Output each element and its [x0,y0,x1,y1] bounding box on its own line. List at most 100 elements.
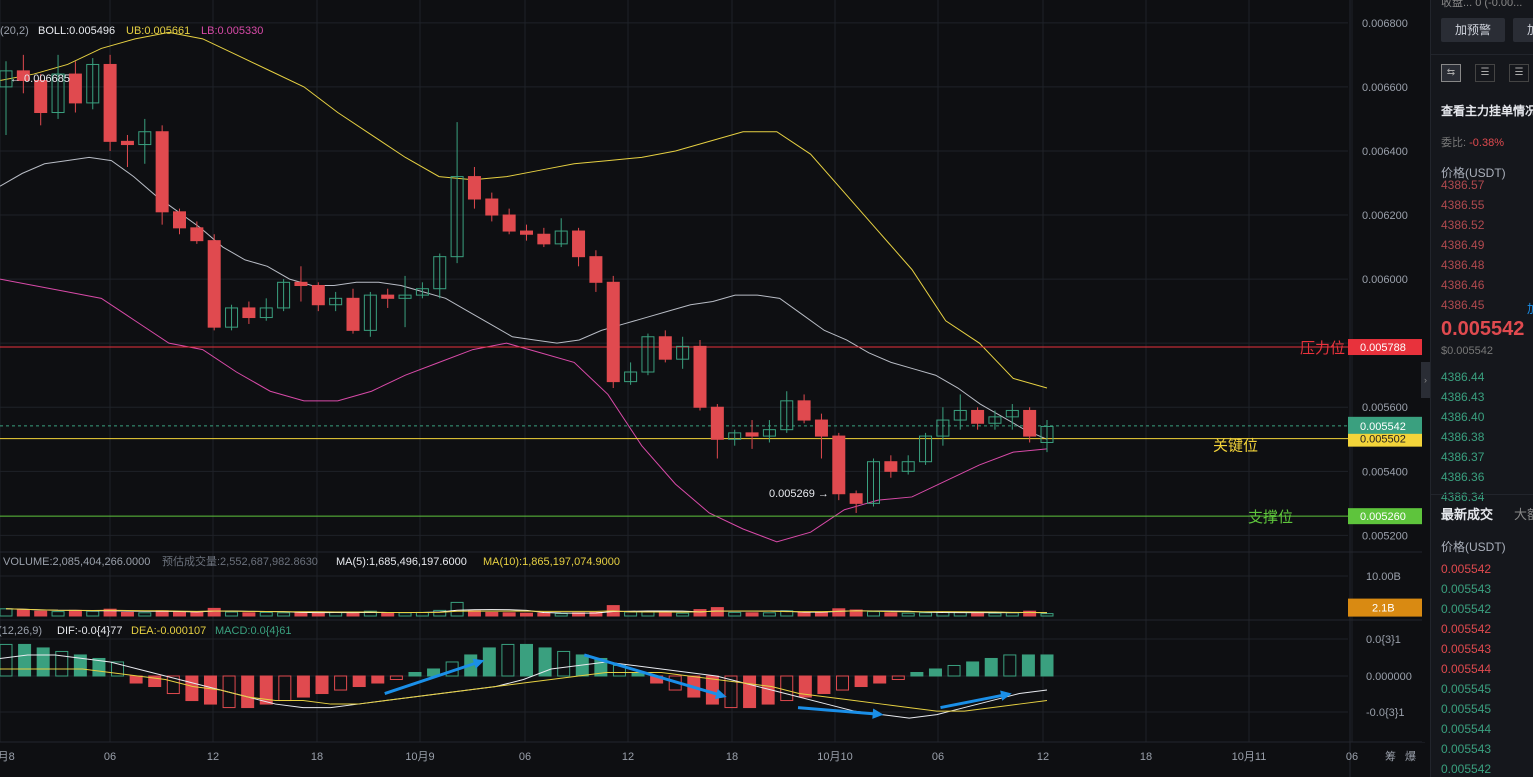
trade-row[interactable]: 0.005542 [1441,622,1492,636]
ask-row[interactable]: 4386.57 [1441,178,1485,192]
volume-value: VOLUME:2,085,404,266.0000 [3,556,150,568]
candle-body [259,307,273,319]
macd-hist-bar [873,675,887,684]
candle-body [450,176,464,258]
macd-hist-bar [854,675,868,688]
macd-hist-bar [203,675,217,705]
add-alert-button[interactable]: 加预警 [1441,18,1505,42]
volume-bar [173,611,186,617]
candle-body [919,435,933,463]
ask-row[interactable]: 4386.45 [1441,298,1485,312]
candle-body [294,281,308,287]
x-tick-label: 06 [104,751,116,763]
volume-bar [450,601,464,617]
x-tick-label: 10月10 [817,751,852,763]
orderbook-both-icon[interactable]: ⇆ [1441,64,1461,82]
candle-body [311,285,325,306]
volume-badge-label: 2.1B [1372,603,1395,615]
trade-row[interactable]: 0.005544 [1441,722,1492,736]
candle-body [953,409,967,421]
candle-body [710,406,724,440]
macd-tick-label: 0.000000 [1366,671,1412,683]
trade-row[interactable]: 0.005543 [1441,642,1492,656]
macd-hist-bar [166,675,180,695]
high-annotation: ← 0.006685 [10,73,70,85]
bid-row[interactable]: 4386.44 [1441,370,1485,384]
trade-row[interactable]: 0.005542 [1441,762,1492,776]
volume-bar [624,611,638,617]
price-tick-label: 0.005400 [1362,466,1408,478]
bid-row[interactable]: 4386.37 [1441,450,1485,464]
volume-bar [86,610,100,617]
volume-bar [919,612,933,617]
current-price-badge-label: 0.005542 [1360,421,1406,433]
x-tick-label: 12 [207,751,219,763]
kline-chart-area[interactable]: 0.006800 0.006600 0.006400 0.006200 0.006000… [0,0,1425,777]
volume-bar [901,612,915,617]
candle-body [832,435,846,495]
macd-hist-bar [222,675,236,709]
ask-row[interactable]: 4386.48 [1441,258,1485,272]
collapse-panel-handle[interactable]: › [1421,362,1430,398]
macd-dea: DEA:-0.000107 [131,625,206,637]
ask-row[interactable]: 4386.49 [1441,238,1485,252]
orderbook-bids-icon[interactable]: ☰ [1475,64,1495,82]
macd-hist-bar [241,675,255,709]
low-annotation: 0.005269 → [769,488,829,500]
trade-row[interactable]: 0.005543 [1441,742,1492,756]
candle-body [867,461,880,504]
bid-row[interactable]: 4386.34 [1441,490,1485,504]
orderbook-asks-icon[interactable]: ☰ [1509,64,1529,82]
ask-row[interactable]: 4386.46 [1441,278,1485,292]
macd-hist-bar [389,675,403,681]
orderbook-title[interactable]: 查看主力挂单情况 [1441,104,1533,118]
last-price-usd: $0.005542 [1441,345,1493,357]
candle-body [0,70,13,88]
boll-lower-line [0,278,1048,543]
candle-body [762,429,776,437]
ask-row[interactable]: 4386.52 [1441,218,1485,232]
add-button[interactable]: 加 [1513,18,1533,42]
level-badge-label: 0.005788 [1360,342,1406,354]
candle-body [624,371,638,383]
ask-row[interactable]: 4386.55 [1441,198,1485,212]
trade-row[interactable]: 0.005543 [1441,582,1492,596]
x-tick-label: 06 [932,751,944,763]
macd-hist-bar [73,654,87,677]
trade-row[interactable]: 0.005542 [1441,602,1492,616]
macd-dif: DIF:-0.0{4}77 [57,625,122,637]
macd-hist-bar [352,675,366,688]
macd-hist-bar [55,650,69,677]
volume-bar [867,611,880,617]
macd-hist-bar [334,675,348,691]
tab-latest-trades[interactable]: 最新成交 [1441,507,1494,522]
kline-chart[interactable]: 0.006800 0.006600 0.006400 0.006200 0.006000… [0,0,1425,777]
macd-hist-bar [947,664,961,677]
trade-row[interactable]: 0.005542 [1441,562,1492,576]
x-tick-label: 10月9 [405,751,434,763]
volume-bar [884,612,898,617]
ratio-value: -0.38% [1469,137,1504,149]
volume-bar [676,612,690,617]
bid-row[interactable]: 4386.36 [1441,470,1485,484]
volume-bar [520,612,533,617]
macd-tick-label: -0.0{3}1 [1366,707,1405,719]
bid-row[interactable]: 4386.38 [1441,430,1485,444]
price-tick-label: 0.006600 [1362,82,1408,94]
macd-hist-bar [780,675,794,702]
right-panel: 收盘... 0 (-0.00... 加预警 加 ⇆ ☰ ☰ 查看主力挂单情况 委… [1430,0,1533,777]
bid-row[interactable]: 4386.43 [1441,390,1485,404]
volume-bar [0,608,13,617]
volume-badge [1348,598,1422,617]
macd-hist-bar [185,675,199,702]
trend-arrow-head [1000,690,1012,701]
trade-row[interactable]: 0.005545 [1441,702,1492,716]
candle-body [554,230,568,245]
volume-bar [259,611,273,617]
volume-bar [658,612,672,617]
trade-row[interactable]: 0.005545 [1441,682,1492,696]
tab-large-trades[interactable]: 大额 [1514,507,1533,522]
trade-row[interactable]: 0.005544 [1441,662,1492,676]
candle-body [86,63,100,104]
bid-row[interactable]: 4386.40 [1441,410,1485,424]
